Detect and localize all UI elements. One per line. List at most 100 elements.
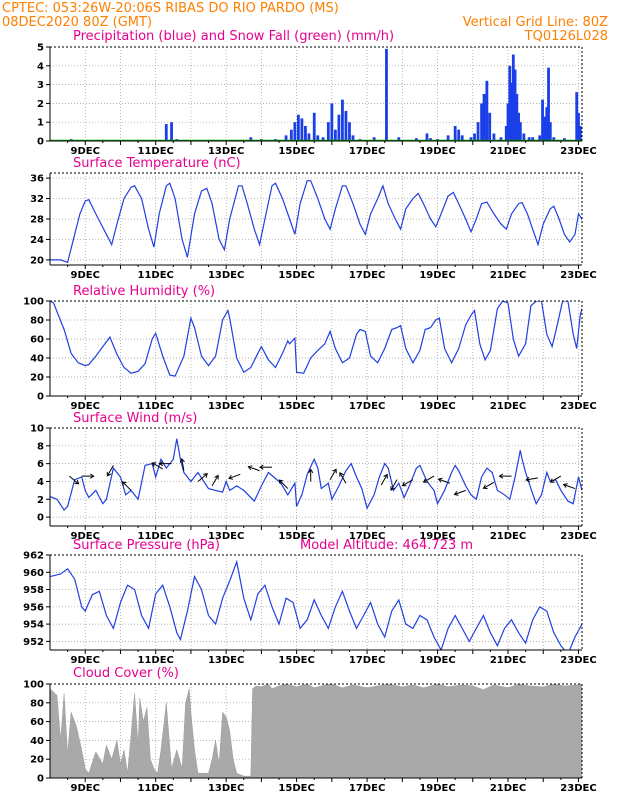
precip-bar: [326, 122, 330, 141]
x-tick-label: 19DEC: [419, 531, 455, 542]
wind-arrow-head: [247, 465, 253, 471]
x-tick-label: 11DEC: [138, 655, 174, 666]
wind-arrow: [179, 457, 185, 471]
wind-arrow: [549, 475, 562, 483]
x-tick-label: 23DEC: [560, 655, 596, 666]
precip-bar: [304, 125, 307, 141]
precip-bar: [344, 110, 348, 141]
precip-bar: [446, 135, 450, 141]
wind-arrow-shaft: [152, 462, 163, 470]
precip-bar: [517, 112, 520, 141]
precip-bar: [548, 122, 552, 141]
panel-precip: Precipitation (blue) and Snow Fall (gree…: [37, 29, 597, 157]
x-tick-label: 11DEC: [138, 270, 174, 281]
precip-bar: [469, 137, 473, 141]
x-tick-label: 15DEC: [278, 531, 314, 542]
wind-arrow: [211, 474, 219, 487]
panel-title: Precipitation (blue) and Snow Fall (gree…: [73, 29, 394, 44]
wind-arrow-shaft: [339, 472, 347, 484]
precip-bar: [249, 137, 253, 141]
precip-bar: [337, 114, 341, 141]
wind-arrow: [422, 475, 435, 483]
panel-wind: Surface Wind (m/s) 0 2 4 6 8 10 9DEC 11DEC 13DEC 1…: [30, 411, 597, 542]
x-tick-label: 17DEC: [349, 783, 385, 794]
wind-arrow: [278, 479, 289, 489]
y-tick-label: 20: [30, 755, 44, 766]
wind-arrow: [339, 471, 347, 484]
wind-arrow-head: [228, 474, 234, 480]
x-tick-label: 11DEC: [138, 531, 174, 542]
y-tick-label: 80: [30, 316, 44, 327]
x-tick-label: 19DEC: [419, 783, 455, 794]
precip-bar: [453, 125, 457, 141]
y-tick-label: 10: [30, 424, 44, 435]
precip-bar: [300, 118, 304, 141]
y-tick-label: 958: [23, 585, 44, 596]
precip-bar: [385, 48, 388, 141]
wind-arrow-head: [562, 483, 568, 488]
header-location: CPTEC: 053:26W-20:06S RIBAS DO RIO PARDO…: [2, 1, 339, 16]
precip-bar: [429, 138, 432, 141]
wind-arrow-head: [278, 479, 284, 485]
wind-arrow: [482, 481, 495, 489]
panel-pressure: Surface Pressure (hPa) Model Altitude: 46…: [23, 538, 597, 666]
x-tick-label: 21DEC: [490, 655, 526, 666]
x-tick-label: 17DEC: [349, 146, 385, 157]
precip-bar: [307, 133, 311, 141]
wind-arrow-head: [525, 476, 530, 482]
wind-arrow-shaft: [563, 484, 576, 490]
wind-arrow-head: [401, 481, 407, 487]
x-tick-label: 21DEC: [490, 783, 526, 794]
x-tick-label: 9DEC: [71, 531, 100, 542]
wind-arrow-shaft: [181, 458, 185, 471]
y-tick-label: 80: [30, 698, 44, 709]
y-tick-label: 40: [30, 736, 44, 747]
wind-arrow-head: [158, 461, 164, 467]
x-tick-label: 13DEC: [208, 783, 244, 794]
precip-bar: [415, 138, 418, 141]
y-tick-label: 24: [30, 235, 44, 246]
x-tick-label: 13DEC: [208, 655, 244, 666]
y-tick-label: 8: [37, 441, 44, 452]
y-tick-label: 60: [30, 335, 44, 346]
panel-frame: [49, 427, 583, 527]
x-tick-label: 17DEC: [349, 401, 385, 412]
x-tick-label: 19DEC: [419, 146, 455, 157]
y-tick-label: 4: [37, 477, 44, 488]
precip-bar: [492, 133, 496, 141]
wind-arrow-shaft: [380, 474, 388, 486]
precip-bar: [522, 133, 526, 141]
x-tick-label: 15DEC: [278, 783, 314, 794]
x-tick-label: 23DEC: [560, 783, 596, 794]
panel-annotation: Model Altitude: 464.723 m: [300, 538, 473, 553]
precip-bar: [543, 116, 547, 141]
y-tick-label: 28: [30, 215, 44, 226]
x-tick-label: 9DEC: [71, 655, 100, 666]
wind-line: [50, 438, 582, 511]
precip-bar: [397, 137, 401, 141]
header-run-code: TQ0126L028: [524, 29, 608, 44]
wind-arrow-head: [74, 479, 80, 485]
x-tick-label: 11DEC: [138, 783, 174, 794]
precip-bar: [510, 82, 513, 141]
precip-bar: [473, 133, 476, 141]
y-tick-label: 0: [37, 774, 44, 785]
y-tick-label: 100: [23, 297, 44, 308]
panel-title: Cloud Cover (%): [73, 666, 179, 681]
wind-arrow-head: [422, 478, 428, 483]
wind-arrow: [525, 476, 539, 482]
x-tick-label: 9DEC: [71, 783, 100, 794]
x-tick-label: 19DEC: [419, 655, 455, 666]
y-tick-label: 5: [37, 43, 44, 54]
precip-bar: [351, 135, 355, 141]
wind-arrow-head: [214, 474, 219, 480]
y-tick-label: 36: [30, 174, 44, 185]
precip-bar: [480, 103, 483, 141]
wind-arrow: [453, 489, 466, 496]
precip-bar: [506, 103, 510, 141]
wind-arrow: [390, 479, 398, 491]
precip-bar: [515, 94, 519, 141]
precip-bar: [348, 122, 351, 141]
wind-arrow: [498, 473, 512, 479]
